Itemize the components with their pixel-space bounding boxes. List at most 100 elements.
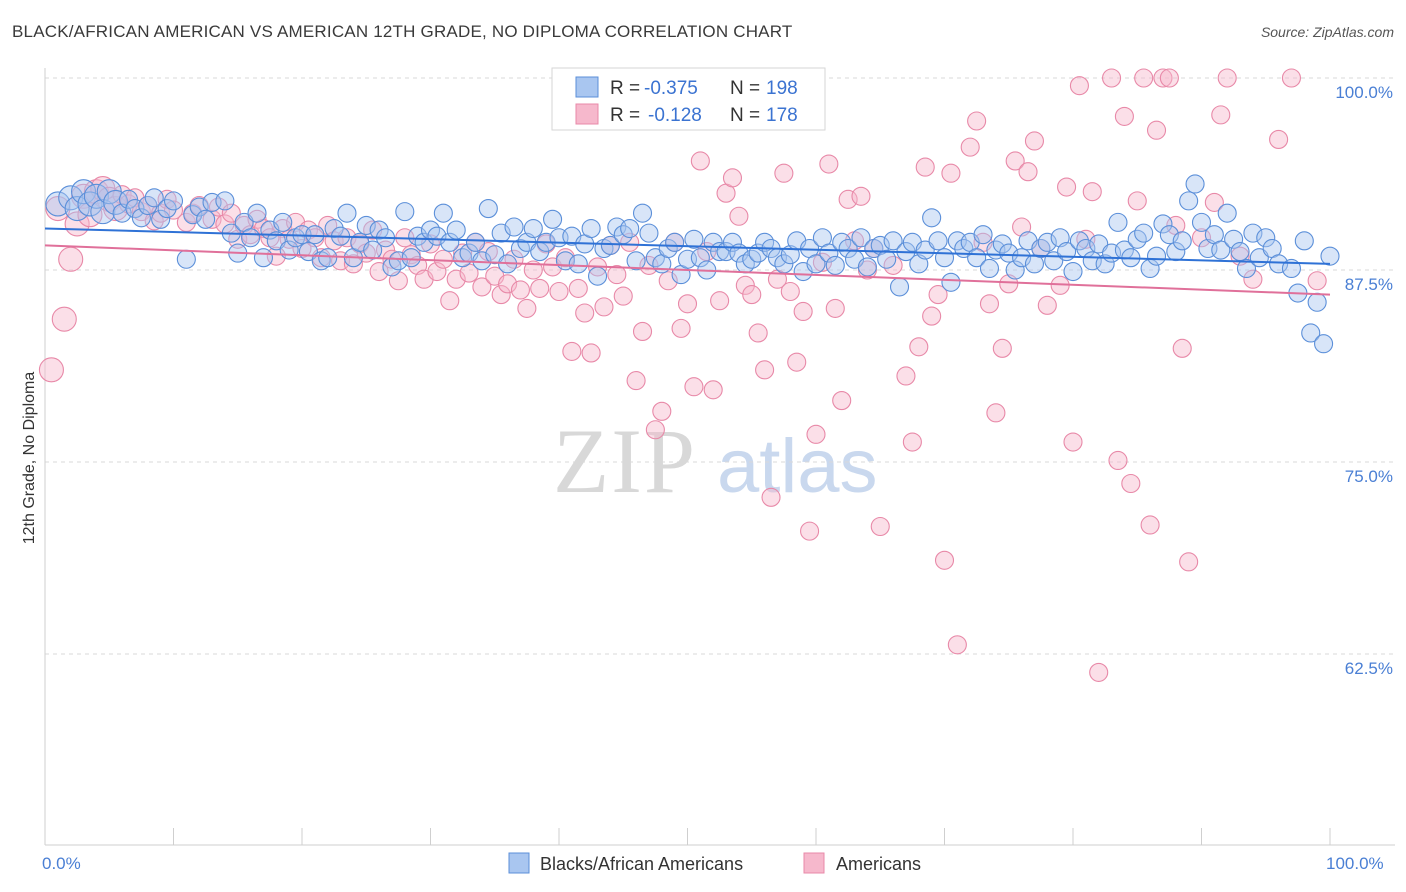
americans-point bbox=[51, 306, 77, 332]
trend-line-blacks bbox=[44, 227, 1331, 265]
americans-point bbox=[472, 277, 492, 297]
americans-point bbox=[510, 280, 531, 300]
blacks-point bbox=[144, 188, 164, 208]
blacks-point bbox=[690, 248, 710, 268]
blacks-point bbox=[324, 218, 344, 239]
americans-point bbox=[620, 232, 640, 252]
americans-point bbox=[613, 286, 633, 306]
blacks-point bbox=[305, 225, 325, 245]
blacks-point bbox=[356, 215, 376, 236]
americans-point bbox=[652, 401, 672, 421]
americans-point bbox=[581, 343, 601, 363]
americans-point bbox=[202, 209, 222, 229]
americans-point bbox=[934, 550, 955, 570]
bottom-legend-label-blue: Blacks/African Americans bbox=[540, 854, 743, 874]
source-credit: Source: ZipAtlas.com bbox=[1260, 24, 1394, 40]
americans-point bbox=[1018, 162, 1038, 182]
blacks-point bbox=[1063, 261, 1083, 282]
blacks-point bbox=[83, 183, 109, 209]
watermark-atlas: atlas bbox=[717, 424, 878, 509]
blacks-point bbox=[138, 195, 158, 216]
blacks-point bbox=[337, 203, 357, 223]
blacks-point bbox=[151, 209, 171, 229]
americans-point bbox=[967, 111, 987, 131]
americans-point bbox=[1243, 269, 1263, 289]
blacks-point bbox=[1281, 258, 1301, 279]
blacks-point bbox=[1134, 223, 1154, 243]
blacks-point bbox=[253, 248, 274, 268]
blacks-point bbox=[131, 208, 151, 228]
americans-point bbox=[1102, 68, 1122, 88]
bottom-legend-label-pink: Americans bbox=[836, 854, 921, 874]
blacks-point bbox=[632, 203, 653, 223]
y-tick-labels: 62.5% 75.0% 87.5% 100.0% bbox=[1335, 83, 1393, 678]
chart-title: BLACK/AFRICAN AMERICAN VS AMERICAN 12TH … bbox=[12, 22, 793, 41]
blacks-point bbox=[478, 199, 498, 219]
americans-point bbox=[703, 380, 723, 400]
blacks-point bbox=[183, 205, 203, 225]
americans-point bbox=[1134, 68, 1154, 88]
americans-point bbox=[729, 206, 749, 226]
blacks-point bbox=[581, 218, 601, 239]
blacks-point bbox=[1191, 212, 1212, 232]
americans-point bbox=[979, 294, 1000, 314]
blacks-point bbox=[247, 203, 267, 223]
legend-r-value-2: -0.128 bbox=[648, 105, 702, 126]
americans-point bbox=[1140, 515, 1160, 535]
blacks-point bbox=[71, 179, 97, 205]
americans-point bbox=[1127, 191, 1147, 211]
legend: R = -0.375 N = 198 R = -0.128 N = 178 bbox=[551, 67, 826, 131]
trend-lines bbox=[44, 227, 1331, 296]
blacks-point bbox=[941, 272, 961, 292]
americans-point bbox=[806, 424, 826, 444]
americans-point bbox=[221, 203, 241, 223]
blacks-point bbox=[1095, 254, 1115, 274]
bottom-legend: Blacks/African Americans Americans bbox=[508, 852, 921, 874]
blacks-point bbox=[157, 199, 177, 219]
legend-n-label-2: N = bbox=[730, 105, 760, 126]
blacks-point bbox=[1005, 260, 1025, 280]
americans-point bbox=[986, 403, 1006, 423]
blacks-point bbox=[215, 191, 235, 211]
americans-point bbox=[825, 298, 845, 318]
blacks-point bbox=[1243, 223, 1263, 243]
blacks-point bbox=[241, 228, 261, 248]
blacks-point bbox=[838, 238, 858, 259]
blacks-point bbox=[889, 277, 910, 297]
americans-point bbox=[427, 261, 447, 282]
americans-point bbox=[915, 157, 935, 177]
blacks-point bbox=[433, 203, 453, 223]
americans-point bbox=[1024, 131, 1044, 151]
blacks-point bbox=[266, 231, 286, 251]
blacks-point bbox=[64, 196, 90, 222]
americans-point bbox=[1121, 473, 1141, 494]
americans-point bbox=[1089, 662, 1109, 682]
legend-n-value-1: 198 bbox=[766, 78, 798, 99]
americans-point bbox=[1179, 552, 1199, 572]
blacks-point bbox=[973, 225, 993, 245]
americans-point bbox=[58, 246, 84, 272]
blacks-point bbox=[1153, 214, 1173, 234]
americans-point bbox=[1082, 182, 1102, 202]
blacks-point bbox=[626, 251, 646, 271]
americans-point bbox=[1269, 129, 1289, 149]
americans-point bbox=[941, 163, 961, 183]
americans-point bbox=[1108, 450, 1128, 471]
americans-point bbox=[992, 338, 1012, 358]
blacks-point bbox=[1089, 234, 1109, 254]
americans-point bbox=[684, 377, 704, 397]
americans-point bbox=[960, 137, 980, 157]
americans-point bbox=[575, 303, 595, 323]
americans-point bbox=[1069, 76, 1089, 96]
blacks-point bbox=[1236, 258, 1257, 279]
legend-n-label-1: N = bbox=[730, 78, 760, 99]
blacks-point bbox=[883, 231, 903, 251]
blacks-point bbox=[928, 231, 948, 251]
americans-point bbox=[523, 260, 543, 280]
blacks-point bbox=[45, 191, 71, 217]
americans-point bbox=[1307, 271, 1327, 291]
americans-point bbox=[645, 420, 665, 440]
americans-point bbox=[819, 154, 839, 174]
blacks-point bbox=[639, 223, 659, 243]
x-tick-label-max: 100.0% bbox=[1326, 854, 1384, 873]
